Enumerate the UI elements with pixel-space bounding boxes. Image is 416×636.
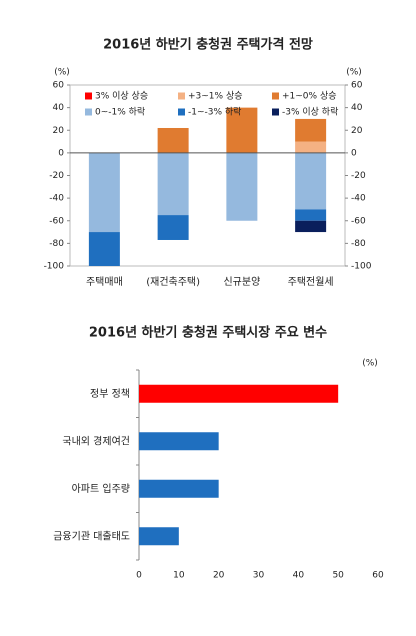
legend-label: -3% 이상 하락 — [282, 106, 338, 118]
y2-tick-label: -60 — [351, 216, 366, 226]
y2-axis-label: (%) — [346, 68, 362, 78]
legend-swatch — [85, 92, 92, 100]
y2-tick-label: -20 — [351, 171, 366, 181]
chart-title: 2016년 하반기 충청권 주택가격 전망 — [103, 37, 313, 53]
bar-segment — [295, 220, 327, 233]
y-tick-label: 40 — [53, 103, 65, 113]
y-tick-label: -100 — [44, 262, 65, 272]
x-tick-label: 30 — [253, 571, 265, 581]
y2-tick-label: -80 — [351, 239, 366, 249]
y-tick-label: 정부 정책 — [90, 388, 130, 400]
bar-segment — [295, 141, 327, 153]
bar-segment — [295, 152, 327, 210]
y2-tick-label: 60 — [351, 81, 363, 91]
y-axis-label: (%) — [54, 68, 70, 78]
y-tick-label: 금융기관 대출태도 — [53, 530, 130, 542]
x-tick-label: 주택전월세 — [288, 276, 334, 288]
x-tick-label: 50 — [332, 571, 344, 581]
y2-tick-label: -40 — [351, 194, 366, 204]
x-tick-label: 60 — [372, 571, 384, 581]
y-tick-label: 국내외 경제여건 — [62, 434, 130, 447]
bar-segment — [88, 152, 120, 233]
bar — [139, 432, 219, 451]
legend-swatch — [178, 92, 185, 100]
bar-segment — [226, 152, 258, 221]
legend-swatch — [178, 108, 185, 116]
y2-tick-label: 0 — [351, 148, 357, 158]
legend-label: -1~-3% 하락 — [188, 106, 241, 118]
x-tick-label: 40 — [293, 571, 305, 581]
bar — [139, 527, 179, 546]
bar-segment — [157, 127, 189, 153]
x-tick-label: 신규분양 — [223, 276, 260, 288]
legend-swatch — [272, 108, 279, 116]
y-tick-label: -60 — [49, 216, 64, 226]
y-tick-label: 60 — [53, 81, 65, 91]
y-tick-label: -20 — [49, 171, 64, 181]
bar-segment — [226, 107, 258, 153]
bar — [139, 384, 339, 403]
y-tick-label: -40 — [49, 194, 64, 204]
x-axis-label: (%) — [362, 359, 378, 369]
bar-segment — [88, 232, 120, 266]
bar-segment — [157, 152, 189, 216]
x-tick-label: (재건축주택) — [146, 276, 200, 288]
legend-label: +1~0% 상승 — [282, 91, 337, 102]
bar-segment — [157, 215, 189, 240]
legend-swatch — [272, 92, 279, 100]
legend-swatch — [85, 108, 92, 116]
legend-label: +3~1% 상승 — [188, 91, 243, 102]
y2-tick-label: -100 — [351, 262, 372, 272]
x-tick-label: 10 — [173, 571, 185, 581]
y-tick-label: 0 — [58, 148, 64, 158]
y2-tick-label: 40 — [351, 103, 363, 113]
y-tick-label: 20 — [53, 126, 65, 136]
y2-tick-label: 20 — [351, 126, 363, 136]
x-tick-label: 0 — [136, 571, 142, 581]
x-tick-label: 20 — [213, 571, 225, 581]
bar — [139, 479, 219, 498]
legend-label: 3% 이상 상승 — [95, 91, 148, 102]
bar-segment — [295, 209, 327, 221]
bar-segment — [295, 118, 327, 142]
legend-label: 0~-1% 하락 — [95, 106, 145, 118]
x-tick-label: 주택매매 — [86, 276, 123, 288]
chart-title: 2016년 하반기 충청권 주택시장 주요 변수 — [89, 325, 327, 341]
y-tick-label: 아파트 입주량 — [72, 482, 130, 495]
y-tick-label: -80 — [49, 239, 64, 249]
